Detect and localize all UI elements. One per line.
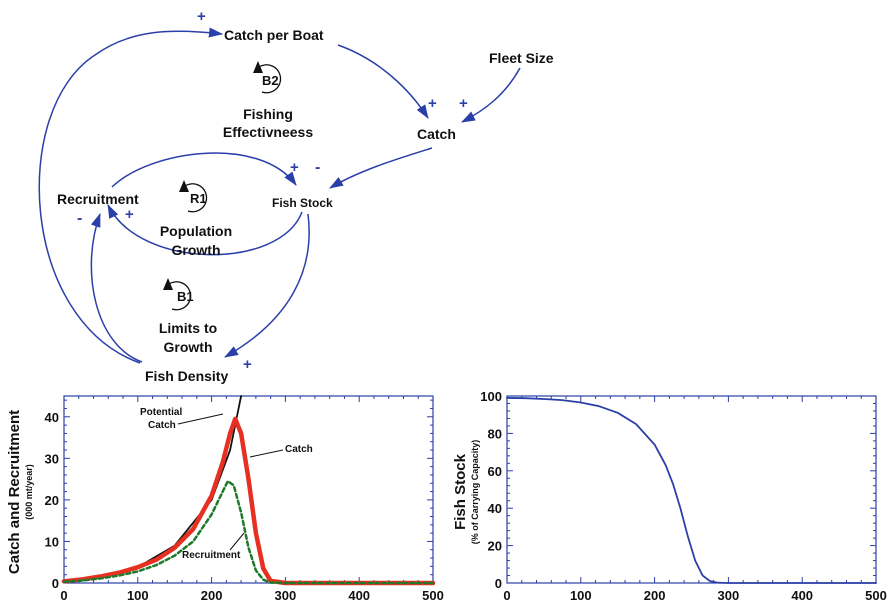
- sign-density-to-recruit: -: [77, 210, 82, 227]
- chart-catch-recruitment: 0 100 200 300 400 500 0 10 20 30 40 Catch and Recr…: [6, 395, 444, 603]
- chart-right-xtick-label: 100: [570, 588, 592, 603]
- link-fish-stock-to-density: [224, 213, 310, 358]
- chart-right-ytick-label: 40: [488, 501, 502, 516]
- link-density-to-catch-per-boat: [38, 27, 223, 364]
- chart-right-xtick-label: 400: [791, 588, 813, 603]
- loop-b2-arrow-icon: [253, 61, 263, 73]
- chart-right-xtick-label: 200: [644, 588, 666, 603]
- loop-b1-id: B1: [177, 289, 194, 304]
- chart-right-ytick-label: 20: [488, 539, 502, 554]
- link-fleet-size-to-catch: [461, 67, 521, 123]
- loop-b1-name-2: Growth: [164, 339, 213, 355]
- loop-r1-icon: [184, 183, 208, 213]
- chart-right-xtick-label: 500: [865, 588, 887, 603]
- annotation-potential-catch-2: Catch: [148, 420, 176, 431]
- chart-left-frame: [63, 395, 434, 584]
- chart-left-xtick-label: 500: [422, 588, 444, 603]
- node-catch: Catch: [417, 126, 456, 142]
- sign-stock-to-recruit: +: [125, 206, 134, 223]
- annotation-recruitment: Recruitment: [182, 550, 241, 561]
- causal-loop-diagram: Catch per Boat Fleet Size Catch Fish Sto…: [38, 8, 554, 384]
- chart-right-ylabel-units: (% of Carrying Capacity): [470, 440, 480, 545]
- chart-left-xtick-label: 0: [60, 588, 67, 603]
- loop-r1-id: R1: [190, 191, 207, 206]
- chart-right-ytick-label: 80: [488, 426, 502, 441]
- annotation-potential-catch-leader: [177, 413, 224, 425]
- sign-recruit-to-stock: +: [290, 159, 299, 176]
- chart-right-ylabel: Fish Stock: [452, 453, 469, 530]
- node-fleet-size: Fleet Size: [489, 50, 554, 66]
- loop-b2-id: B2: [262, 73, 279, 88]
- loop-b1-arrow-icon: [163, 278, 173, 290]
- chart-right-ytick-label: 60: [488, 464, 502, 479]
- link-density-to-recruitment: [90, 213, 143, 363]
- chart-right-frame: [506, 395, 877, 584]
- chart-left-xtick-label: 100: [127, 588, 149, 603]
- loop-r1-name-2: Growth: [172, 242, 221, 258]
- loop-b1: B1 Limits to Growth: [159, 278, 217, 355]
- node-fish-density: Fish Density: [145, 368, 228, 384]
- chart-left-ytick-label: 10: [45, 534, 59, 549]
- chart-left-ytick-label: 30: [45, 451, 59, 466]
- link-recruitment-to-fish-stock: [111, 152, 297, 188]
- chart-left-ytick-label: 0: [52, 576, 59, 591]
- loop-b2: B2 Fishing Effectivneess: [223, 61, 313, 140]
- link-catch-per-boat-to-catch: [337, 44, 429, 119]
- loop-b2-name-2: Effectivneess: [223, 124, 313, 140]
- chart-right-xtick-label: 0: [503, 588, 510, 603]
- chart-left-xtick-label: 200: [201, 588, 223, 603]
- annotation-catch: Catch: [285, 444, 313, 455]
- node-recruitment: Recruitment: [57, 191, 139, 207]
- loop-b2-icon: [258, 64, 282, 94]
- chart-right-ticks: 0 100 200 300 400 500 0 20 40 60 80 100: [480, 389, 887, 603]
- chart-left-series-catch: [61, 416, 436, 586]
- chart-left-ylabel-units: (000 mt/year): [24, 464, 34, 520]
- sign-density-to-cpb: +: [197, 8, 206, 25]
- chart-left-xtick-label: 400: [348, 588, 370, 603]
- sign-stock-to-density: +: [243, 356, 252, 373]
- loop-b1-icon: [168, 281, 192, 311]
- link-catch-to-fish-stock: [329, 147, 433, 189]
- annotation-recruitment-leader: [229, 532, 245, 551]
- sign-catch-to-stock: -: [315, 159, 320, 176]
- chart-left-ylabel: Catch and Recruitment: [6, 410, 23, 574]
- chart-right-ytick-label: 0: [495, 576, 502, 591]
- chart-left-xtick-label: 300: [275, 588, 297, 603]
- chart-left-series-recruitment: [62, 479, 435, 585]
- chart-right-series-fish-stock: [506, 397, 877, 584]
- chart-left-lines: [61, 395, 436, 586]
- loop-r1-name-1: Population: [160, 223, 232, 239]
- chart-left-ytick-label: 20: [45, 493, 59, 508]
- sign-cpb-to-catch: +: [428, 95, 437, 112]
- loop-r1: R1 Population Growth: [160, 180, 232, 258]
- node-fish-stock: Fish Stock: [272, 196, 333, 210]
- chart-right-lines: [506, 397, 877, 584]
- chart-right-xtick-label: 300: [718, 588, 740, 603]
- sign-fleet-to-catch: +: [459, 95, 468, 112]
- loop-b2-name-1: Fishing: [243, 106, 293, 122]
- link-fish-stock-to-recruitment: [107, 204, 303, 256]
- annotation-catch-leader: [249, 449, 284, 458]
- chart-right-ytick-label: 100: [480, 389, 502, 404]
- loop-b1-name-1: Limits to: [159, 320, 217, 336]
- node-catch-per-boat: Catch per Boat: [224, 27, 324, 43]
- chart-left-ytick-label: 40: [45, 410, 59, 425]
- annotation-potential-catch-1: Potential: [140, 407, 182, 418]
- chart-left-ticks: 0 100 200 300 400 500 0 10 20 30 40: [45, 396, 444, 603]
- loop-r1-arrow-icon: [179, 180, 189, 192]
